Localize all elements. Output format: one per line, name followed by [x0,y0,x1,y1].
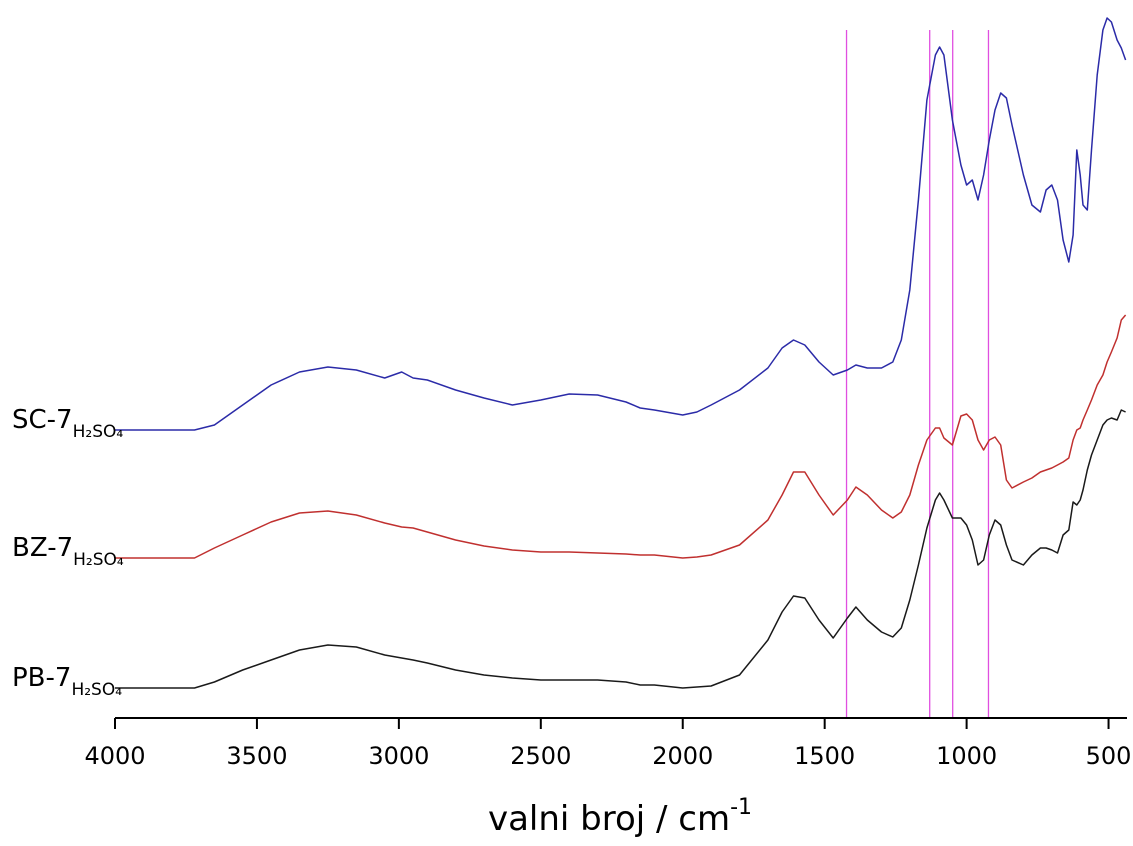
x-tick-label: 4000 [84,742,145,770]
x-axis-label-superscript: -1 [730,795,752,820]
x-axis-label-text: valni broj / cm [488,799,730,839]
x-tick-label: 1000 [936,742,997,770]
series-label-name: BZ-7 [12,533,73,563]
spectrum-line [115,314,1127,559]
x-tick-label: 3000 [368,742,429,770]
series-label-subscript: H₂SO₄ [71,680,122,700]
x-tick-label: 1500 [794,742,855,770]
x-axis-label: valni broj / cm-1 [488,795,752,839]
x-tick-label: 500 [1086,742,1132,770]
series-label-subscript: H₂SO₄ [73,550,124,570]
x-tick-label: 2500 [510,742,571,770]
spectrum-line [115,17,1127,431]
spectrum-line [115,409,1126,689]
series-label: PB-7H₂SO₄ [12,663,122,700]
x-tick-label: 2000 [652,742,713,770]
series-label-name: PB-7 [12,663,71,693]
x-tick-label: 3500 [226,742,287,770]
series-label: BZ-7H₂SO₄ [12,533,124,570]
series-label-subscript: H₂SO₄ [73,422,124,442]
series-label: SC-7H₂SO₄ [12,405,123,442]
series-label-name: SC-7 [12,405,73,435]
